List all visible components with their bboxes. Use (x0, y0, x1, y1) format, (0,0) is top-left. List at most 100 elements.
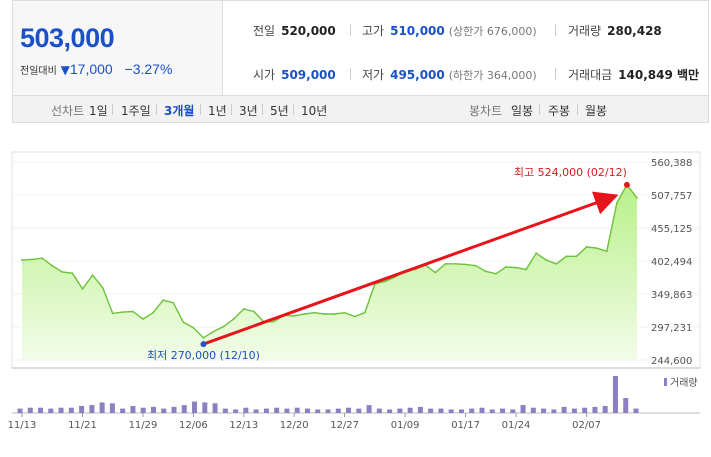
volume-bar (346, 407, 352, 413)
volume-bar (376, 408, 382, 413)
price-point (142, 318, 144, 320)
price-point (565, 255, 568, 258)
volume-bar (469, 408, 475, 413)
price-point (111, 312, 114, 315)
volume-bar (366, 405, 372, 413)
volume-bar (202, 402, 208, 413)
volume-bar (315, 409, 321, 413)
period-1d[interactable]: 1일 (89, 104, 108, 118)
volume-bar (325, 409, 331, 413)
y-tick-label: 507,757 (651, 191, 692, 202)
price-point (101, 286, 104, 289)
price-point (545, 259, 548, 261)
price-summary: 503,000 전일대비 ▼17,000 −3.27% 전일 520,000 고가… (12, 0, 709, 95)
volume-bar (17, 408, 23, 413)
volume-bar (89, 405, 95, 413)
price-point (525, 268, 527, 271)
price-point (242, 308, 245, 310)
price-point (444, 262, 447, 265)
price-point (454, 262, 457, 265)
period-5y[interactable]: 5년 (270, 104, 289, 118)
price-point (162, 299, 165, 302)
price-change: 전일대비 ▼17,000 −3.27% (20, 61, 172, 77)
volume-bar (633, 408, 639, 413)
candle-daily[interactable]: 일봉 (511, 104, 534, 118)
stat-low: 저가 495,000 (하한가 364,000) (362, 68, 537, 82)
volume-bar (58, 407, 64, 413)
x-tick-label: 11/21 (68, 420, 97, 431)
volume-bar (438, 408, 444, 413)
price-point (222, 325, 225, 328)
price-point (71, 272, 74, 275)
volume-bar (233, 409, 239, 413)
volume-legend-label: 거래량 (670, 377, 698, 389)
price-point (494, 272, 497, 275)
period-1w[interactable]: 1주일 (121, 104, 151, 118)
stat-trade-amount: 거래대금 140,849 백만 (568, 68, 700, 82)
price-point (505, 266, 507, 268)
volume-bar (582, 407, 588, 413)
price-point (363, 311, 366, 314)
candle-monthly[interactable]: 월봉 (585, 104, 608, 118)
price-point (91, 274, 94, 277)
price-point (636, 197, 638, 199)
volume-bar (417, 406, 423, 413)
price-point (182, 321, 185, 324)
price-point (252, 310, 255, 313)
price-point (61, 271, 64, 273)
volume-legend-swatch (664, 378, 667, 386)
x-tick-label: 01/17 (451, 420, 480, 431)
period-1y[interactable]: 1년 (208, 104, 227, 118)
candle-chart-label: 봉차트 (469, 104, 503, 118)
stats-grid: 전일 520,000 고가 510,000 (상한가 676,000) 거래량 280,… (222, 1, 708, 95)
x-tick-label: 12/06 (179, 420, 208, 431)
period-3y[interactable]: 3년 (239, 104, 258, 118)
x-tick-label: 12/20 (280, 420, 309, 431)
high-marker (623, 181, 630, 188)
price-point (41, 257, 44, 260)
change-percent: −3.27% (124, 61, 173, 77)
current-price: 503,000 (20, 23, 115, 53)
volume-bar (428, 408, 434, 413)
volume-bar (479, 407, 485, 413)
price-point (615, 202, 618, 204)
volume-bar (130, 405, 136, 413)
x-tick-label: 11/13 (8, 420, 37, 431)
volume-bar (551, 409, 557, 413)
price-point (212, 330, 215, 333)
y-tick-label: 349,863 (651, 290, 692, 301)
price-point (323, 313, 326, 315)
price-point (192, 326, 195, 329)
price-point (484, 270, 487, 273)
high-annotation: 최고 524,000 (02/12) (514, 166, 627, 179)
volume-bar (458, 409, 464, 413)
price-point (585, 245, 588, 248)
volume-bar (510, 409, 516, 413)
volume-bar (612, 376, 618, 413)
volume-bar (48, 408, 54, 413)
change-label: 전일대비 (20, 66, 57, 77)
y-tick-label: 402,494 (651, 257, 692, 268)
trend-arrow (202, 191, 619, 346)
x-tick-label: 12/13 (229, 420, 258, 431)
volume-bar (602, 405, 608, 413)
period-10y[interactable]: 10년 (301, 104, 328, 118)
volume-bar (294, 407, 300, 413)
price-point (313, 311, 316, 314)
candle-weekly[interactable]: 주봉 (548, 104, 571, 118)
y-tick-label: 297,231 (651, 323, 692, 334)
low-annotation: 최저 270,000 (12/10) (147, 349, 260, 362)
current-price-panel: 503,000 전일대비 ▼17,000 −3.27% (13, 1, 223, 95)
period-3m[interactable]: 3개월 (164, 104, 195, 118)
price-point (172, 301, 175, 304)
x-tick-label: 02/07 (572, 420, 601, 431)
volume-bar (304, 408, 310, 413)
stat-prev-close: 전일 520,000 (253, 24, 336, 38)
price-point (152, 311, 154, 314)
volume-bar (140, 407, 146, 413)
price-point (51, 264, 54, 267)
volume-bar (150, 406, 156, 413)
x-tick-label: 01/09 (391, 420, 420, 431)
y-tick-label: 455,125 (651, 224, 692, 235)
